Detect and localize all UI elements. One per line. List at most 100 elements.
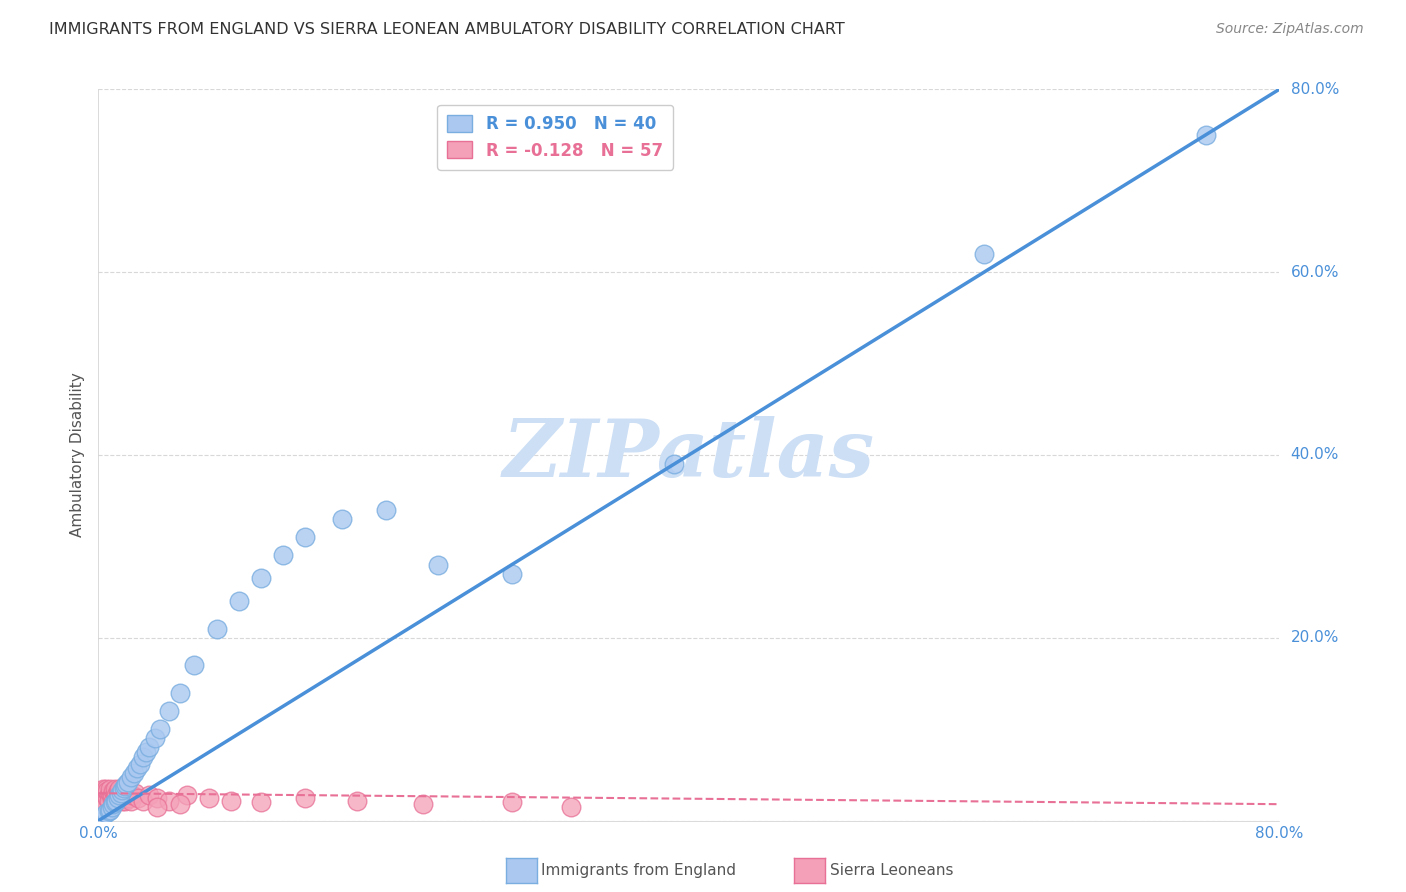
Point: [117, 775, 139, 789]
Point: [125, 761, 148, 775]
Point: [98, 781, 121, 796]
Point: [103, 784, 125, 798]
Point: [143, 731, 166, 746]
Point: [375, 502, 398, 516]
Point: [112, 784, 135, 798]
Point: [135, 745, 157, 759]
Point: [114, 790, 136, 805]
Point: [110, 786, 132, 800]
Point: [100, 800, 122, 814]
Point: [127, 790, 149, 805]
Point: [294, 530, 316, 544]
Point: [205, 622, 228, 636]
Point: [664, 457, 686, 471]
Point: [560, 800, 582, 814]
Point: [973, 246, 995, 260]
Legend: R = 0.950   N = 40, R = -0.128   N = 57: R = 0.950 N = 40, R = -0.128 N = 57: [437, 105, 673, 169]
Point: [110, 790, 132, 805]
Point: [427, 558, 450, 572]
Point: [114, 793, 136, 807]
Text: IMMIGRANTS FROM ENGLAND VS SIERRA LEONEAN AMBULATORY DISABILITY CORRELATION CHAR: IMMIGRANTS FROM ENGLAND VS SIERRA LEONEA…: [49, 22, 845, 37]
Point: [100, 790, 122, 805]
Point: [271, 549, 294, 563]
Point: [112, 780, 135, 795]
Point: [104, 781, 127, 796]
Point: [90, 784, 112, 798]
Point: [146, 790, 169, 805]
Point: [89, 786, 111, 800]
Point: [111, 793, 134, 807]
Point: [330, 512, 353, 526]
Point: [219, 793, 242, 807]
Point: [110, 788, 132, 802]
Text: Source: ZipAtlas.com: Source: ZipAtlas.com: [1216, 22, 1364, 37]
Point: [104, 786, 127, 800]
Point: [98, 803, 121, 817]
Point: [111, 783, 134, 797]
Point: [105, 790, 128, 805]
Point: [103, 793, 125, 807]
Point: [183, 658, 205, 673]
Point: [115, 788, 138, 802]
Point: [103, 797, 125, 812]
Point: [198, 790, 221, 805]
Point: [108, 781, 131, 796]
Point: [138, 788, 160, 802]
Point: [91, 809, 114, 823]
Point: [176, 788, 198, 802]
Point: [157, 793, 180, 807]
Point: [93, 793, 115, 807]
Text: Immigrants from England: Immigrants from England: [541, 863, 737, 878]
Point: [501, 566, 523, 581]
Point: [169, 685, 191, 699]
Point: [412, 797, 434, 812]
Point: [124, 786, 146, 800]
Point: [96, 784, 118, 798]
Point: [122, 766, 145, 780]
Point: [121, 788, 143, 802]
Point: [118, 790, 141, 805]
Point: [149, 723, 172, 737]
Point: [146, 800, 169, 814]
Point: [250, 571, 273, 585]
Point: [111, 786, 134, 800]
Point: [138, 740, 160, 755]
Point: [114, 779, 136, 793]
Point: [107, 790, 129, 805]
Text: 20.0%: 20.0%: [1291, 631, 1339, 645]
Point: [90, 788, 112, 802]
Text: 40.0%: 40.0%: [1291, 448, 1339, 462]
Point: [91, 790, 114, 805]
Point: [1195, 128, 1218, 142]
Point: [112, 788, 135, 802]
Y-axis label: Ambulatory Disability: Ambulatory Disability: [70, 373, 86, 537]
Point: [104, 796, 127, 810]
Point: [105, 793, 128, 807]
Point: [228, 594, 250, 608]
Point: [115, 777, 138, 791]
Text: 60.0%: 60.0%: [1291, 265, 1339, 279]
Point: [94, 788, 117, 802]
Point: [96, 790, 118, 805]
Point: [94, 781, 117, 796]
Point: [132, 749, 155, 764]
Point: [98, 786, 121, 800]
Point: [128, 756, 150, 771]
Point: [97, 793, 120, 807]
Point: [94, 806, 117, 821]
Point: [294, 790, 316, 805]
Point: [91, 781, 114, 796]
Point: [105, 788, 128, 802]
Point: [117, 786, 139, 800]
Point: [93, 786, 115, 800]
Point: [157, 704, 180, 718]
Point: [108, 788, 131, 802]
Point: [501, 796, 523, 810]
Point: [169, 797, 191, 812]
Point: [132, 793, 155, 807]
Point: [100, 788, 122, 802]
Point: [346, 793, 368, 807]
Point: [107, 793, 129, 807]
Text: ZIPatlas: ZIPatlas: [503, 417, 875, 493]
Point: [120, 793, 142, 807]
